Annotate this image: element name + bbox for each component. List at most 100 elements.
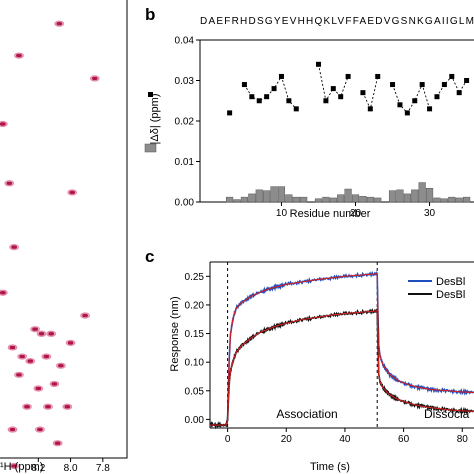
panel-b-y-axis-label: |Δδ| (ppm) bbox=[149, 94, 161, 145]
bar bbox=[433, 197, 441, 203]
nmr-peak bbox=[43, 403, 53, 410]
nmr-peak-outer bbox=[43, 403, 53, 410]
bar bbox=[292, 196, 300, 203]
bar bbox=[351, 194, 360, 203]
nmr-peak-outer bbox=[55, 362, 66, 369]
point bbox=[456, 90, 462, 96]
nmr-peak-core bbox=[44, 405, 51, 409]
nmr-peak-core bbox=[32, 327, 39, 331]
series-line bbox=[244, 75, 297, 110]
x-tick-label: 8.0 bbox=[64, 463, 78, 474]
bar bbox=[455, 197, 463, 203]
legend-label-2: DesBl bbox=[436, 289, 465, 301]
nmr-peak-outer bbox=[41, 353, 52, 360]
bar bbox=[366, 196, 374, 203]
bar bbox=[248, 193, 256, 203]
point bbox=[404, 110, 410, 116]
nmr-peak bbox=[67, 189, 78, 196]
point bbox=[375, 73, 381, 79]
nmr-peak bbox=[0, 120, 8, 128]
y-tick-label: 0.05 bbox=[185, 386, 205, 397]
nmr-peak-core bbox=[48, 332, 55, 336]
nmr-peak bbox=[35, 426, 45, 433]
nmr-peak bbox=[9, 244, 20, 251]
panel-b-x-axis-label: Residue number bbox=[290, 208, 371, 220]
point bbox=[412, 98, 418, 104]
nmr-peak-core bbox=[35, 386, 42, 391]
x-tick-label: 8.2 bbox=[31, 463, 45, 474]
nmr-peak bbox=[36, 330, 47, 337]
series-line bbox=[436, 75, 467, 97]
nmr-peak-outer bbox=[67, 189, 78, 196]
point bbox=[256, 98, 262, 104]
bar bbox=[418, 182, 426, 203]
x-tick-label: 20 bbox=[350, 208, 362, 219]
nmr-peak-core bbox=[6, 181, 13, 185]
x-tick-label: 10 bbox=[276, 208, 288, 219]
y-tick-label: 0.10 bbox=[185, 358, 205, 369]
nmr-peak-core bbox=[56, 21, 63, 26]
y-tick-label: 0.04 bbox=[175, 36, 195, 47]
nmr-peak-core bbox=[51, 382, 58, 386]
nmr-peak-outer bbox=[46, 330, 57, 337]
nmr-peak bbox=[0, 289, 8, 296]
bar bbox=[425, 187, 434, 203]
panel-c-x-axis-label: Time (s) bbox=[310, 461, 350, 473]
nmr-peak-outer bbox=[9, 462, 20, 470]
bar bbox=[440, 198, 448, 203]
bar bbox=[277, 186, 286, 203]
x-tick-label: 80 bbox=[457, 434, 469, 445]
nmr-peak-outer bbox=[80, 312, 90, 319]
bar bbox=[374, 197, 382, 203]
nmr-peak-outer bbox=[65, 339, 76, 346]
nmr-peak-core bbox=[27, 359, 34, 363]
series-2-fit bbox=[210, 310, 474, 426]
nmr-peak-outer bbox=[0, 120, 8, 128]
bar bbox=[329, 197, 337, 203]
panel-c-legend: DesBl DesBl bbox=[408, 276, 465, 301]
nmr-peak-core bbox=[9, 345, 16, 350]
nmr-peak bbox=[9, 462, 20, 470]
bar bbox=[322, 196, 330, 203]
nmr-peak-core bbox=[67, 341, 74, 345]
nmr-peak bbox=[25, 358, 36, 365]
nmr-peak-outer bbox=[7, 426, 18, 433]
panel-a: 8.2 8.0 7.8 ¹H (ppm) bbox=[0, 0, 128, 474]
nmr-peak bbox=[52, 440, 63, 447]
x-tick-label: 30 bbox=[424, 208, 436, 219]
point bbox=[278, 73, 284, 79]
nmr-peak bbox=[30, 326, 40, 333]
point bbox=[338, 94, 344, 100]
y-tick-label: 0.00 bbox=[185, 415, 205, 426]
point bbox=[330, 86, 336, 92]
bar bbox=[263, 190, 271, 203]
nmr-peak bbox=[49, 380, 60, 388]
point bbox=[367, 106, 373, 112]
nmr-peak-core bbox=[43, 354, 50, 359]
nmr-peak-core bbox=[54, 441, 61, 445]
point bbox=[271, 86, 277, 92]
nmr-peak-outer bbox=[0, 289, 8, 296]
y-tick-label: 0.01 bbox=[175, 157, 195, 168]
nmr-peak bbox=[17, 353, 28, 360]
y-tick-label: 0.02 bbox=[175, 117, 195, 128]
nmr-peak bbox=[22, 403, 32, 410]
nmr-peak bbox=[4, 180, 15, 187]
bar bbox=[255, 189, 263, 203]
bar bbox=[285, 194, 293, 203]
nmr-peak-core bbox=[0, 291, 6, 295]
y-tick-label: 0.00 bbox=[175, 198, 195, 209]
point bbox=[286, 98, 292, 104]
nmr-peak-core bbox=[15, 53, 22, 58]
nmr-peak-outer bbox=[7, 344, 18, 351]
bar bbox=[411, 189, 419, 203]
nmr-peak-outer bbox=[49, 380, 60, 388]
nmr-peak bbox=[14, 371, 24, 378]
nmr-peak-outer bbox=[9, 244, 20, 251]
y-tick-label: 0.25 bbox=[185, 272, 205, 283]
bar bbox=[403, 193, 411, 203]
panel-c-plot: 0.00 0.05 0.10 0.15 0.20 0.25 0 20 40 60 80 bbox=[185, 261, 474, 445]
nmr-peak-core bbox=[24, 405, 31, 409]
bar bbox=[240, 196, 249, 203]
bar bbox=[337, 194, 345, 203]
